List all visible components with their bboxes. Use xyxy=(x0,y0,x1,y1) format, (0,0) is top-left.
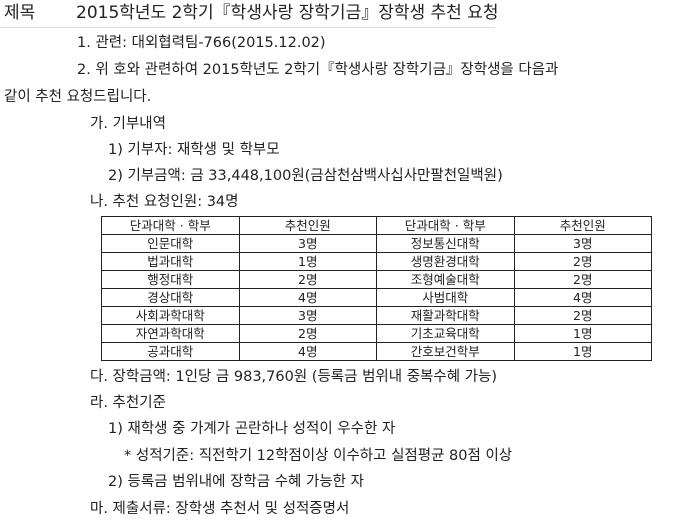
college-cell: 정보통신대학 xyxy=(376,234,515,253)
college-cell: 법과대학 xyxy=(101,252,240,271)
count-cell: 3명 xyxy=(238,306,377,325)
college-cell: 공과대학 xyxy=(101,342,240,361)
college-cell: 사범대학 xyxy=(376,288,515,307)
college-cell: 간호보건학부 xyxy=(376,342,515,361)
body-line-3: 같이 추천 요청드립니다. xyxy=(4,89,152,105)
section-na: 나. 추천 요청인원: 34명 xyxy=(90,194,239,210)
recommendation-table: 단과대학 · 학부 추천인원 단과대학 · 학부 추천인원 인문대학 3명 정보통신… xyxy=(101,216,652,361)
count-cell: 2명 xyxy=(513,306,652,325)
college-cell: 행정대학 xyxy=(101,270,240,289)
table-row: 공과대학 4명 간호보건학부 1명 xyxy=(101,342,652,361)
section-da: 다. 장학금액: 1인당 금 983,760원 (등록금 범위내 중복수혜 가능… xyxy=(90,369,498,385)
table-row: 자연과학대학 2명 기초교육대학 1명 xyxy=(101,324,652,343)
count-cell: 3명 xyxy=(513,234,652,253)
title-divider xyxy=(0,27,495,28)
table-row: 법과대학 1명 생명환경대학 2명 xyxy=(101,252,652,271)
title-label: 제목 xyxy=(4,3,36,23)
college-cell: 기초교육대학 xyxy=(376,324,515,343)
document-title: 제목 2015학년도 2학기『학생사랑 장학기금』장학생 추천 요청 xyxy=(4,3,499,23)
count-cell: 2명 xyxy=(513,252,652,271)
title-text: 2015학년도 2학기『학생사랑 장학기금』장학생 추천 요청 xyxy=(76,3,499,23)
section-ra: 라. 추천기준 xyxy=(90,395,166,411)
header-cell: 단과대학 · 학부 xyxy=(376,216,515,235)
reference-line: 1. 관련: 대외협력팀-766(2015.12.02) xyxy=(77,35,326,51)
donor-line: 1) 기부자: 재학생 및 학부모 xyxy=(108,142,280,158)
header-cell: 추천인원 xyxy=(238,216,377,235)
count-cell: 1명 xyxy=(238,252,377,271)
college-cell: 인문대학 xyxy=(101,234,240,253)
college-cell: 재활과학대학 xyxy=(376,306,515,325)
criteria-1-note: * 성적기준: 직전학기 12학점이상 이수하고 실점평균 80점 이상 xyxy=(124,448,513,464)
table-header-row: 단과대학 · 학부 추천인원 단과대학 · 학부 추천인원 xyxy=(101,216,652,235)
count-cell: 1명 xyxy=(513,342,652,361)
college-cell: 경상대학 xyxy=(101,288,240,307)
donation-amount-line: 2) 기부금액: 금 33,448,100원(금삼천삼백사십사만팔천일백원) xyxy=(108,168,503,184)
body-line-2: 2. 위 호와 관련하여 2015학년도 2학기『학생사랑 장학기금』장학생을 … xyxy=(77,62,559,78)
table-row: 사회과학대학 3명 재활과학대학 2명 xyxy=(101,306,652,325)
table-row: 행정대학 2명 조형예술대학 2명 xyxy=(101,270,652,289)
header-cell: 단과대학 · 학부 xyxy=(101,216,240,235)
count-cell: 3명 xyxy=(238,234,377,253)
section-ma: 마. 제출서류: 장학생 추천서 및 성적증명서 xyxy=(90,501,350,517)
college-cell: 조형예술대학 xyxy=(376,270,515,289)
count-cell: 2명 xyxy=(513,270,652,289)
count-cell: 4명 xyxy=(513,288,652,307)
college-cell: 생명환경대학 xyxy=(376,252,515,271)
header-cell: 추천인원 xyxy=(513,216,652,235)
section-ga: 가. 기부내역 xyxy=(90,116,166,132)
table-row: 인문대학 3명 정보통신대학 3명 xyxy=(101,234,652,253)
criteria-2: 2) 등록금 범위내에 장학금 수혜 가능한 자 xyxy=(108,474,364,490)
table-row: 경상대학 4명 사범대학 4명 xyxy=(101,288,652,307)
count-cell: 4명 xyxy=(238,288,377,307)
criteria-1: 1) 재학생 중 가계가 곤란하나 성적이 우수한 자 xyxy=(108,421,396,437)
count-cell: 2명 xyxy=(238,270,377,289)
college-cell: 자연과학대학 xyxy=(101,324,240,343)
college-cell: 사회과학대학 xyxy=(101,306,240,325)
count-cell: 2명 xyxy=(238,324,377,343)
count-cell: 4명 xyxy=(238,342,377,361)
count-cell: 1명 xyxy=(513,324,652,343)
